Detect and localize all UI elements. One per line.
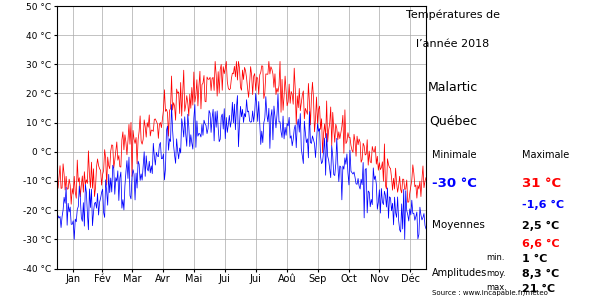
Text: Québec: Québec <box>429 114 477 127</box>
Text: -1,6 °C: -1,6 °C <box>522 200 564 210</box>
Text: moy.: moy. <box>486 268 506 278</box>
Text: Températures de: Températures de <box>406 9 500 20</box>
Text: -30 °C: -30 °C <box>432 177 477 190</box>
Text: Amplitudes: Amplitudes <box>432 268 487 278</box>
Text: 8,3 °C: 8,3 °C <box>522 268 559 279</box>
Text: 1 °C: 1 °C <box>522 254 547 263</box>
Text: Source : www.incapable.fr/meteo: Source : www.incapable.fr/meteo <box>432 290 548 296</box>
Text: 21 °C: 21 °C <box>522 284 555 293</box>
Text: Malartic: Malartic <box>428 81 478 94</box>
Text: 6,6 °C: 6,6 °C <box>522 238 560 249</box>
Text: 31 °C: 31 °C <box>522 177 561 190</box>
Text: 2,5 °C: 2,5 °C <box>522 220 559 231</box>
Text: l’année 2018: l’année 2018 <box>416 39 490 49</box>
Text: min.: min. <box>486 254 505 262</box>
Text: max.: max. <box>486 284 507 292</box>
Text: Minimale: Minimale <box>432 150 476 160</box>
Text: Maximale: Maximale <box>522 150 569 160</box>
Text: Moyennes: Moyennes <box>432 220 485 230</box>
